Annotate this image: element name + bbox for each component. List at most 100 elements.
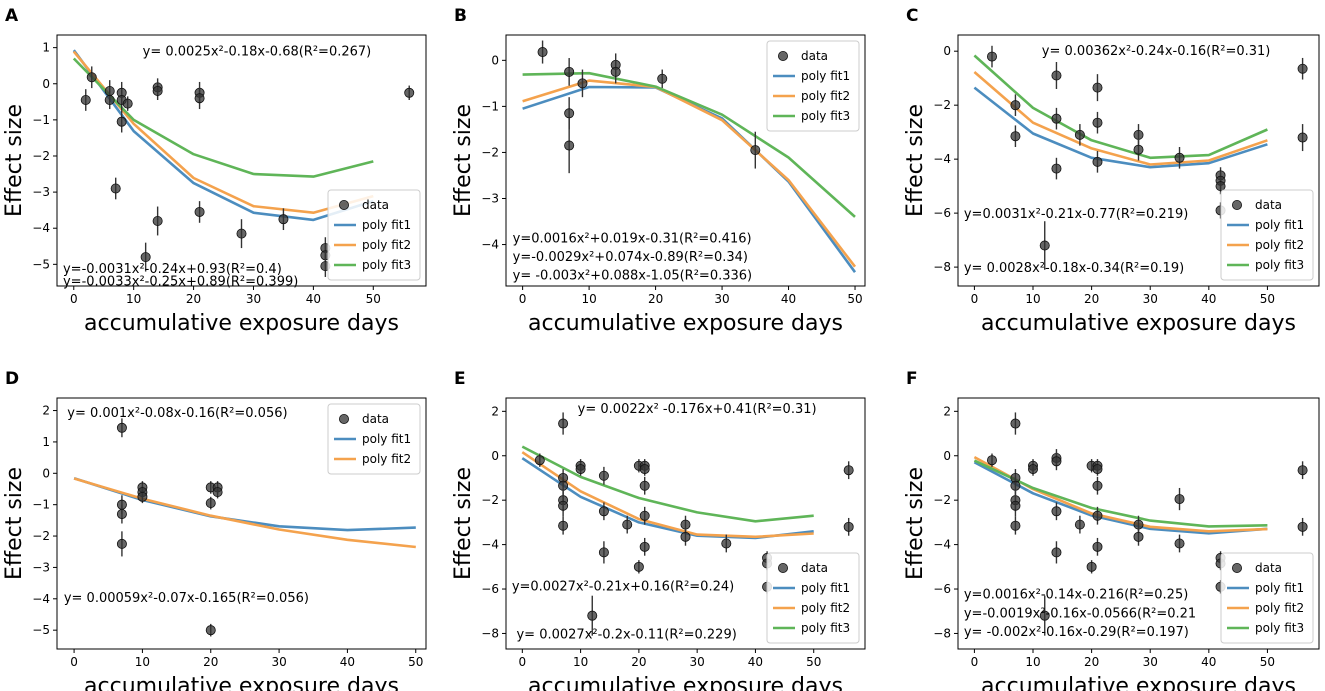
data-marker: [639, 464, 650, 475]
data-point: [986, 453, 997, 467]
data-point: [212, 485, 223, 499]
axes-frame: [56, 397, 427, 650]
data-point: [1297, 517, 1308, 536]
data-marker: [1074, 129, 1085, 140]
data-marker: [1297, 132, 1308, 143]
x-tick-label: 40: [1201, 655, 1216, 669]
plot-area: [521, 412, 854, 636]
legend-box: [1220, 552, 1314, 644]
data-point: [750, 131, 761, 169]
legend-label: poly fit1: [362, 218, 411, 232]
x-tick-label: 40: [306, 292, 321, 306]
x-tick-label: 0: [70, 655, 78, 669]
fit-equation: y= -0.002x²-0.16x-0.29(R²=0.197): [964, 625, 1189, 640]
data-point: [110, 177, 121, 200]
fit-line-poly-fit1: [973, 461, 1268, 535]
data-point: [1051, 541, 1062, 564]
data-point: [137, 490, 148, 504]
panel-label: B: [454, 6, 467, 26]
data-point: [986, 45, 997, 68]
legend-label: poly fit1: [1255, 581, 1304, 595]
data-point: [1092, 462, 1103, 476]
panel-b: B 0 10 20 30 40 50 0 −1 −2 −3 −4 accumulative exposu…: [451, 6, 866, 336]
x-tick-label: 30: [271, 655, 286, 669]
fit-equation: y=0.0027x²-0.21x+0.16(R²=0.24): [512, 580, 734, 595]
y-tick-label: −2: [32, 529, 50, 543]
plot-area: [522, 40, 857, 273]
data-marker: [152, 215, 163, 226]
fit-equation: y=-0.0033x²-0.25x+0.89(R²=0.399): [63, 275, 298, 290]
x-tick-label: 20: [186, 292, 201, 306]
y-axis-label: Effect size: [2, 467, 27, 580]
data-marker: [122, 98, 133, 109]
data-marker: [843, 465, 854, 476]
data-point: [152, 81, 163, 101]
y-tick-label: −5: [32, 623, 50, 637]
data-marker: [558, 418, 569, 429]
plot-area: [72, 49, 415, 277]
data-point: [1039, 221, 1050, 270]
data-point: [278, 208, 289, 231]
y-tick-label: 2: [42, 404, 50, 418]
axes-frame: [957, 34, 1320, 287]
data-marker: [205, 625, 216, 636]
fit-equation: y=0.0016x²-0.14x-0.216(R²=0.25): [964, 587, 1188, 602]
fit-line-poly-fit2: [973, 71, 1268, 166]
y-tick-label: 0: [42, 77, 50, 91]
y-tick-label: −1: [32, 498, 50, 512]
data-point: [140, 242, 151, 272]
data-marker: [194, 206, 205, 217]
data-point: [1174, 487, 1185, 511]
legend-label: poly fit2: [801, 601, 850, 615]
legend: data poly fit1 poly fit2 poly fit3: [1220, 552, 1314, 644]
x-tick-label: 20: [1084, 292, 1099, 306]
x-axis-label: accumulative exposure days: [84, 674, 399, 691]
fit-equation: y= 0.0027x²-0.2x-0.11(R²=0.229): [516, 627, 736, 642]
panel-label: F: [906, 369, 918, 389]
data-point: [1297, 57, 1308, 80]
data-point: [598, 466, 609, 485]
data-point: [537, 40, 548, 64]
legend-marker-data: [1232, 563, 1243, 574]
y-tick-label: −3: [481, 191, 499, 205]
y-tick-label: −5: [32, 257, 50, 271]
x-tick-label: 50: [847, 292, 862, 306]
axes-frame: [957, 397, 1320, 650]
x-tick-label: 40: [340, 655, 355, 669]
data-point: [236, 219, 247, 249]
fit-line-poly-fit2: [521, 451, 814, 539]
data-marker: [1010, 500, 1021, 511]
data-point: [1092, 537, 1103, 556]
x-tick-label: 40: [748, 655, 763, 669]
data-marker: [537, 47, 548, 58]
fit-line-poly-fit3: [521, 445, 814, 523]
axes-frame: [505, 397, 866, 650]
fit-equation: y= -0.003x²+0.088x-1.05(R²=0.336): [513, 268, 752, 283]
y-tick-label: −1: [481, 99, 499, 113]
fit-line-poly-fit2: [973, 455, 1268, 533]
legend-box: [766, 40, 860, 132]
data-point: [1297, 124, 1308, 152]
fit-line-poly-fit2: [72, 50, 374, 214]
y-tick-label: 2: [943, 404, 951, 418]
fit-line-poly-fit2: [73, 477, 416, 549]
y-axis-label: Effect size: [451, 104, 476, 217]
x-axis-label: accumulative exposure days: [528, 674, 843, 691]
fit-line-poly-fit3: [522, 71, 856, 218]
data-marker: [534, 455, 545, 466]
data-point: [1086, 560, 1097, 574]
y-tick-label: 0: [42, 466, 50, 480]
data-marker: [404, 87, 415, 98]
data-marker: [986, 51, 997, 62]
data-marker: [1092, 510, 1103, 521]
data-point: [843, 461, 854, 480]
data-point: [1010, 125, 1021, 148]
fit-equation: y=-0.0031x²-0.24x+0.93(R²=0.4): [63, 262, 282, 277]
legend-label: poly fit2: [362, 452, 411, 466]
x-tick-label: 20: [648, 292, 663, 306]
data-marker: [564, 66, 575, 77]
x-tick-label: 20: [1084, 655, 1099, 669]
fit-line-poly-fit3: [973, 54, 1268, 160]
